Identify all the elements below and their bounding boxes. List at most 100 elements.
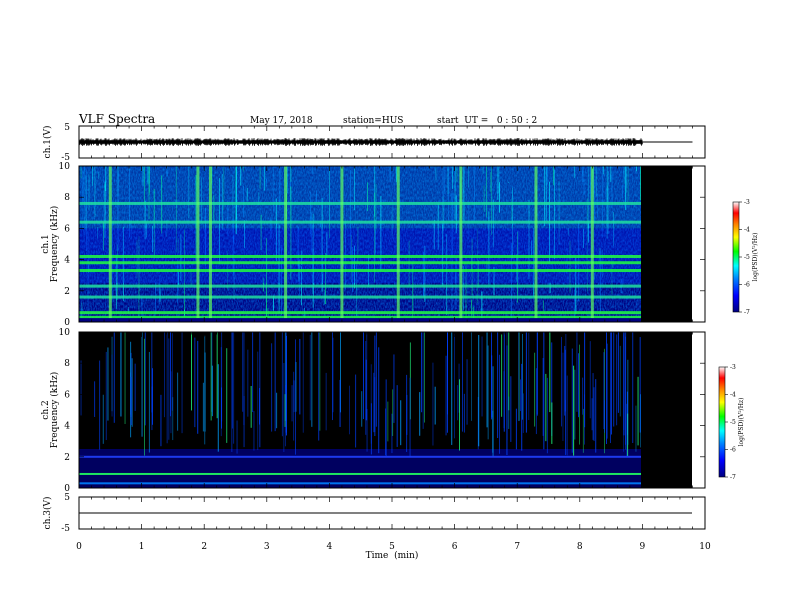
whistler-streak: [421, 332, 423, 413]
spectral-streak: [242, 186, 244, 206]
whistler-streak: [466, 359, 468, 425]
spectral-streak: [322, 263, 324, 268]
spectral-streak: [423, 251, 424, 297]
whistler-streak: [375, 332, 377, 427]
whistler-streak: [545, 373, 547, 442]
frequency-band: [79, 284, 643, 288]
whistler-streak: [374, 335, 376, 437]
whistler-streak: [252, 332, 254, 413]
whistler-streak: [332, 332, 333, 421]
spectral-streak: [278, 224, 280, 313]
whistler-streak: [424, 332, 425, 423]
ch1-waveform-panel: 5 -5 ch.1(V): [42, 123, 706, 163]
whistler-streak: [247, 349, 249, 417]
spectral-streak: [612, 264, 614, 268]
whistler-streak: [582, 377, 584, 415]
whistler-streak: [111, 354, 113, 417]
spectral-streak: [443, 166, 445, 195]
whistler-streak: [481, 336, 483, 417]
frequency-tick-label: 4: [64, 256, 70, 266]
whistler-streak: [582, 408, 584, 453]
spectral-streak: [83, 166, 85, 236]
whistler-streak: [361, 391, 363, 427]
spectral-streak: [365, 166, 367, 169]
whistler-streak: [562, 352, 564, 441]
spectral-streak: [290, 166, 292, 182]
colorbar-tick-label: -3: [730, 364, 736, 371]
spectral-streak: [446, 234, 448, 315]
whistler-streak: [396, 385, 398, 447]
spectral-streak: [543, 300, 544, 311]
whistler-streak: [385, 379, 387, 456]
whistler-streak: [613, 332, 615, 427]
whistler-streak: [566, 375, 568, 456]
whistler-streak: [419, 392, 421, 436]
whistler-streak: [591, 398, 593, 431]
spectral-streak: [152, 225, 153, 253]
spectral-streak: [380, 195, 382, 271]
whistler-streak: [573, 365, 575, 456]
spectral-streak: [463, 265, 464, 311]
spectral-streak: [129, 166, 130, 238]
whistler-streak: [134, 363, 136, 411]
ch1-spectrogram-panel: 0 2 4 6 8 10 ch.1 Frequency (kHz): [41, 162, 706, 328]
ch1-waveform-ylabel: ch.1(V): [42, 126, 53, 159]
whistler-streak: [579, 344, 580, 445]
spectral-streak: [455, 258, 457, 310]
spectral-streak: [326, 232, 328, 258]
frequency-band: [79, 311, 643, 315]
spectral-streak: [486, 259, 488, 271]
whistler-streak: [639, 337, 641, 433]
whistler-streak: [111, 336, 113, 412]
whistler-streak: [578, 353, 579, 418]
date-label: May 17, 2018: [250, 116, 313, 126]
spectral-streak: [424, 246, 426, 302]
spectral-streak: [299, 259, 300, 297]
frequency-tick-label: 0: [64, 484, 70, 494]
spectral-streak: [583, 178, 585, 195]
ch1-waveform-trace: [78, 137, 693, 147]
whistler-streak: [595, 379, 597, 453]
spectral-streak: [233, 235, 235, 243]
spectral-streak: [490, 172, 491, 193]
whistler-streak: [627, 359, 629, 445]
whistler-streak: [204, 335, 206, 445]
spectral-streak: [279, 166, 281, 209]
ch1-spectrogram-channel: ch.1: [41, 234, 51, 253]
spectral-streak: [236, 166, 237, 235]
whistler-streak: [370, 403, 372, 455]
whistler-streak: [166, 332, 168, 444]
spectral-streak: [625, 166, 627, 193]
spectral-streak: [227, 200, 229, 237]
spectral-streak: [634, 204, 636, 208]
spectral-streak: [497, 166, 499, 200]
whistler-streak: [120, 332, 122, 417]
spectral-streak: [262, 277, 264, 292]
frequency-band: [79, 254, 643, 258]
whistler-streak: [172, 397, 174, 441]
time-tick-label: 6: [452, 542, 458, 552]
frequency-band: [79, 201, 643, 205]
spectral-streak: [546, 166, 548, 184]
whistler-streak: [518, 332, 520, 422]
whistler-streak: [604, 400, 605, 433]
time-axis-tick-labels: 0 1 2 3 4 5 6 7 8 9 10: [76, 542, 711, 552]
spectral-streak: [166, 166, 168, 177]
spectral-streak: [311, 212, 312, 254]
ch2-colorbar-label: log(PSD)(V²/Hz): [738, 398, 745, 447]
colorbar-tick-label: -6: [744, 282, 750, 289]
spectral-streak: [374, 166, 376, 217]
spectral-streak: [482, 166, 484, 174]
time-tick-label: 2: [201, 542, 207, 552]
whistler-streak: [231, 332, 233, 452]
whistler-streak: [243, 332, 245, 426]
colorbar-tick-label: -3: [744, 199, 750, 206]
whistler-streak: [565, 399, 566, 456]
ch1-spectrogram-features: [79, 166, 643, 322]
spectral-streak: [511, 199, 513, 224]
spectral-streak: [590, 166, 591, 201]
whistler-streak: [451, 332, 453, 445]
whistler-streak: [521, 363, 523, 451]
whistler-streak: [535, 368, 537, 435]
spectral-streak: [166, 220, 168, 237]
